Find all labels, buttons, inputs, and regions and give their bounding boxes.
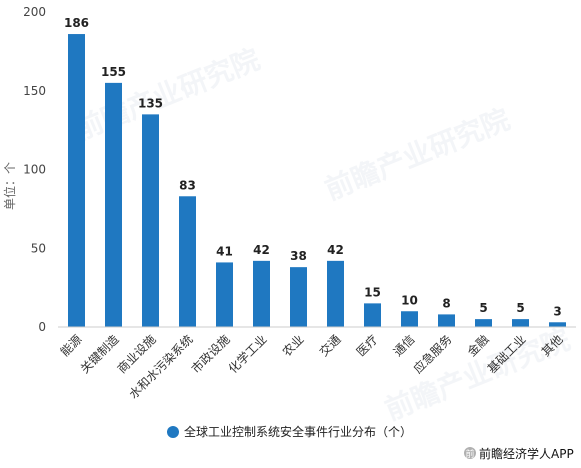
bars <box>68 34 566 328</box>
y-tick-label: 100 <box>23 163 46 177</box>
source-label: 前瞻经济学人APP <box>479 446 574 461</box>
y-tick-label: 50 <box>31 241 46 255</box>
bar <box>438 314 455 327</box>
bar-value-label: 41 <box>216 244 233 258</box>
x-tick-label: 关键制造 <box>78 332 122 376</box>
bar <box>549 322 566 327</box>
legend-marker <box>167 426 179 438</box>
bar-value-label: 38 <box>290 249 307 263</box>
x-tick-label: 交通 <box>316 332 344 360</box>
bar-value-label: 135 <box>138 96 163 110</box>
bar-value-label: 155 <box>101 65 126 79</box>
source-logo-glyph: 前 <box>465 448 474 460</box>
x-tick-label: 通信 <box>391 332 418 359</box>
x-tick-label: 医疗 <box>354 332 381 359</box>
x-tick-label: 能源 <box>58 332 85 359</box>
source-logo <box>464 447 476 459</box>
bar <box>512 319 529 327</box>
bar <box>364 303 381 327</box>
legend-label: 全球工业控制系统安全事件行业分布（个） <box>184 424 412 439</box>
bar-value-label: 5 <box>516 301 524 315</box>
x-tick-label: 市政设施 <box>188 332 233 377</box>
bar-value-label: 8 <box>442 296 450 310</box>
bar <box>475 319 492 327</box>
bar <box>142 114 159 327</box>
x-tick-label: 农业 <box>280 332 307 359</box>
bar-value-label: 3 <box>553 304 561 318</box>
bar <box>216 262 233 327</box>
y-tick-label: 200 <box>23 5 46 19</box>
bar <box>327 260 344 327</box>
y-axis: 0 50 100 150 200 <box>23 5 46 334</box>
bar-value-label: 83 <box>179 178 196 192</box>
bar-value-label: 42 <box>327 243 344 257</box>
y-axis-label: 单位：个 <box>2 162 17 210</box>
x-tick-label: 化学工业 <box>225 332 270 377</box>
bar-value-label: 10 <box>401 293 418 307</box>
legend: 全球工业控制系统安全事件行业分布（个） <box>167 424 412 439</box>
bar <box>253 260 270 327</box>
bar-value-label: 42 <box>253 243 270 257</box>
y-tick-label: 150 <box>23 84 46 98</box>
bar-value-label: 15 <box>364 285 381 299</box>
value-labels: 186 155 135 83 41 42 38 42 15 10 8 5 5 3 <box>64 16 562 318</box>
bar <box>105 82 122 327</box>
bar <box>68 34 85 328</box>
bar <box>401 311 418 327</box>
bar-value-label: 5 <box>479 301 487 315</box>
y-tick-label: 0 <box>38 320 46 334</box>
watermark-text: 前瞻产业研究院 <box>320 102 514 206</box>
bar <box>290 267 307 327</box>
bar <box>179 196 196 327</box>
source-credit: 前 前瞻经济学人APP <box>464 446 574 461</box>
watermark-text: 前瞻产业研究院 <box>70 42 264 146</box>
x-tick-label: 水和水污染系统 <box>126 332 196 402</box>
bar-value-label: 186 <box>64 16 89 30</box>
